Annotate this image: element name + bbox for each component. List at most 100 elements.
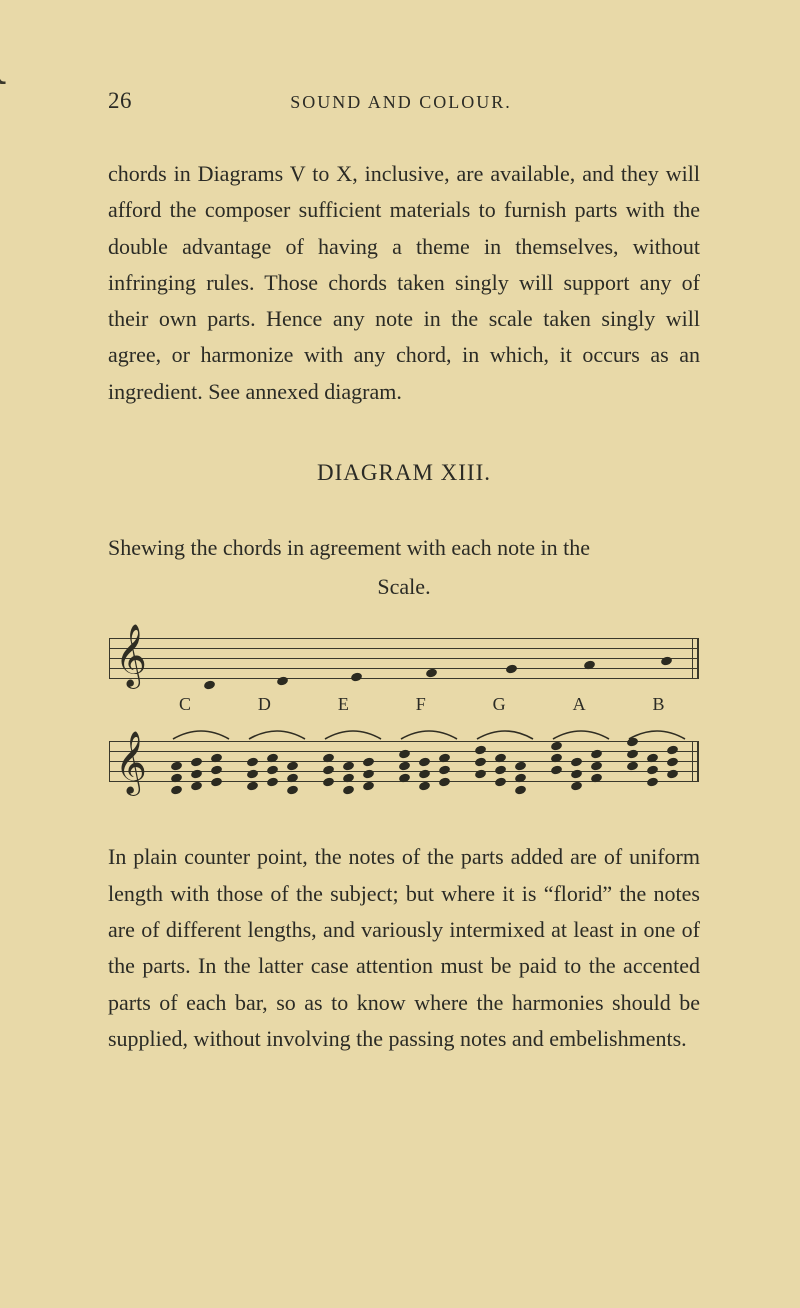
note-letter: C bbox=[179, 694, 192, 715]
staff-upper: 𝄞 bbox=[109, 628, 699, 688]
note-head-icon bbox=[170, 785, 183, 796]
note-head-icon bbox=[350, 672, 363, 683]
note-head-icon bbox=[342, 773, 355, 784]
note-head-icon bbox=[210, 765, 223, 776]
slur-icon bbox=[247, 727, 307, 741]
paragraph-2: In plain counter point, the notes of the… bbox=[108, 839, 700, 1057]
note-head-icon bbox=[418, 757, 431, 768]
note-head-icon bbox=[570, 769, 583, 780]
note-head-icon bbox=[550, 753, 563, 764]
chord-group bbox=[627, 725, 687, 797]
note-head-icon bbox=[190, 769, 203, 780]
note-head-icon bbox=[514, 761, 527, 772]
chord-group bbox=[399, 725, 459, 797]
note-letter: F bbox=[416, 694, 427, 715]
page-header: 26 SOUND AND COLOUR. bbox=[108, 88, 700, 114]
note-head-icon bbox=[590, 773, 603, 784]
note-letter: E bbox=[338, 694, 350, 715]
note-head-icon bbox=[266, 777, 279, 788]
note-head-icon bbox=[266, 753, 279, 764]
note-letter: A bbox=[573, 694, 587, 715]
note-head-icon bbox=[418, 781, 431, 792]
chord-group bbox=[551, 725, 611, 797]
note-head-icon bbox=[276, 676, 289, 687]
system-brace-icon: { bbox=[0, 4, 11, 61]
note-head-icon bbox=[362, 757, 375, 768]
slur-icon bbox=[399, 727, 459, 741]
note-head-icon bbox=[494, 777, 507, 788]
chord-group bbox=[247, 725, 307, 797]
note-head-icon bbox=[170, 761, 183, 772]
slur-icon bbox=[475, 727, 535, 741]
note-head-icon bbox=[398, 761, 411, 772]
note-letter-row: CDEFGAB bbox=[109, 692, 699, 725]
note-head-icon bbox=[246, 757, 259, 768]
note-head-icon bbox=[494, 753, 507, 764]
note-head-icon bbox=[590, 761, 603, 772]
staff-lower: 𝄞 bbox=[109, 725, 699, 797]
note-head-icon bbox=[210, 777, 223, 788]
note-head-icon bbox=[418, 769, 431, 780]
note-head-icon bbox=[666, 757, 679, 768]
note-head-icon bbox=[474, 745, 487, 756]
note-head-icon bbox=[550, 765, 563, 776]
slur-icon bbox=[171, 727, 231, 741]
note-head-icon bbox=[322, 753, 335, 764]
note-head-icon bbox=[286, 761, 299, 772]
note-letter: D bbox=[258, 694, 272, 715]
note-head-icon bbox=[494, 765, 507, 776]
note-head-icon bbox=[646, 753, 659, 764]
diagram-caption-line1: Shewing the chords in agreement with eac… bbox=[108, 530, 700, 566]
diagram-caption-line2: Scale. bbox=[108, 574, 700, 600]
note-head-icon bbox=[342, 785, 355, 796]
note-head-icon bbox=[190, 781, 203, 792]
note-head-icon bbox=[246, 781, 259, 792]
note-head-icon bbox=[646, 765, 659, 776]
note-head-icon bbox=[286, 773, 299, 784]
note-head-icon bbox=[666, 769, 679, 780]
slur-icon bbox=[323, 727, 383, 741]
note-head-icon bbox=[398, 749, 411, 760]
note-head-icon bbox=[646, 777, 659, 788]
slur-icon bbox=[551, 727, 611, 741]
note-head-icon bbox=[190, 757, 203, 768]
note-head-icon bbox=[474, 757, 487, 768]
note-head-icon bbox=[550, 741, 563, 752]
note-head-icon bbox=[398, 773, 411, 784]
diagram-title: DIAGRAM XIII. bbox=[108, 460, 700, 486]
note-head-icon bbox=[570, 757, 583, 768]
music-example: { 𝄞 CDEFGAB 𝄞 bbox=[109, 628, 699, 797]
note-head-icon bbox=[626, 761, 639, 772]
note-head-icon bbox=[362, 781, 375, 792]
page: 26 SOUND AND COLOUR. chords in Diagrams … bbox=[0, 0, 800, 1151]
note-head-icon bbox=[170, 773, 183, 784]
note-head-icon bbox=[590, 749, 603, 760]
note-head-icon bbox=[438, 777, 451, 788]
staff-lines bbox=[109, 638, 699, 678]
note-head-icon bbox=[266, 765, 279, 776]
note-head-icon bbox=[438, 753, 451, 764]
note-head-icon bbox=[362, 769, 375, 780]
note-letter: B bbox=[652, 694, 665, 715]
note-head-icon bbox=[210, 753, 223, 764]
treble-clef-icon: 𝄞 bbox=[115, 735, 147, 789]
note-head-icon bbox=[666, 745, 679, 756]
note-head-icon bbox=[514, 773, 527, 784]
note-letter: G bbox=[493, 694, 507, 715]
note-head-icon bbox=[474, 769, 487, 780]
chord-group bbox=[323, 725, 383, 797]
note-head-icon bbox=[626, 737, 639, 748]
running-head: SOUND AND COLOUR. bbox=[102, 92, 700, 113]
paragraph-1: chords in Diagrams V to X, inclusive, ar… bbox=[108, 156, 700, 410]
note-head-icon bbox=[246, 769, 259, 780]
note-head-icon bbox=[322, 765, 335, 776]
note-head-icon bbox=[626, 749, 639, 760]
note-head-icon bbox=[322, 777, 335, 788]
note-head-icon bbox=[286, 785, 299, 796]
note-head-icon bbox=[203, 680, 216, 691]
chord-group bbox=[171, 725, 231, 797]
note-head-icon bbox=[342, 761, 355, 772]
note-head-icon bbox=[570, 781, 583, 792]
note-head-icon bbox=[514, 785, 527, 796]
treble-clef-icon: 𝄞 bbox=[115, 629, 147, 683]
